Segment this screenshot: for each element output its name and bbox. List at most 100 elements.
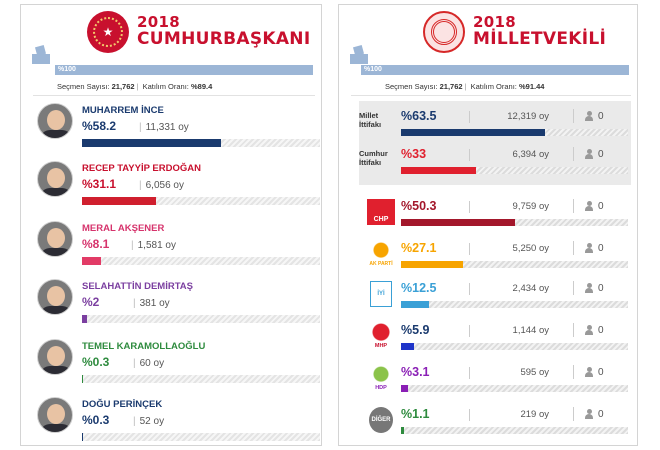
party-bar [401, 219, 516, 226]
separator [469, 243, 470, 255]
alliance-votes: 12,319 oy [507, 111, 549, 122]
total-bar-label: %100 [364, 66, 382, 73]
candidate-bar [82, 433, 83, 441]
party-bar-track [401, 219, 628, 226]
alliance-bar-track [401, 129, 628, 136]
seats-value: 0 [598, 148, 604, 160]
person-icon [584, 367, 594, 377]
divider [33, 95, 315, 96]
candidate-bar [82, 257, 102, 265]
separator: | [139, 122, 142, 133]
akparti-logo-icon: AK PARTİ [367, 241, 395, 267]
alliance-label: Cumhur İttifakı [359, 149, 388, 167]
person-icon [584, 243, 594, 253]
parliamentary-year: 2018 [473, 13, 516, 31]
seats-value: 0 [598, 242, 604, 254]
candidate-photo [37, 221, 73, 257]
candidate-name: SELAHATTİN DEMİRTAŞ [82, 281, 194, 292]
party-percent: %50.3 [401, 199, 437, 213]
alliance-row[interactable]: Cumhur İttifakı %33 6,394 oy 0 [339, 143, 629, 181]
person-icon [584, 111, 594, 121]
party-votes: 595 oy [520, 367, 549, 378]
candidate-percent: %8.1 [82, 237, 110, 251]
candidate-bar-track [82, 375, 320, 383]
alliance-row[interactable]: Millet İttifakı %63.5 12,319 oy 0 [339, 105, 629, 143]
ballot-box-icon [31, 44, 51, 64]
iyi-logo-icon: İYİ [370, 281, 392, 307]
candidate-votes-wrap: | 381 oy [133, 298, 170, 309]
total-bar: %100 [361, 65, 629, 75]
party-votes: 219 oy [520, 409, 549, 420]
party-logo-text: CHP [373, 216, 389, 223]
seats-count: 0 [573, 199, 604, 213]
turnout-label: Katılım Oranı: [470, 82, 517, 91]
party-bar [401, 385, 409, 392]
mhp-logo-icon: MHP [367, 323, 395, 349]
candidate-name: RECEP TAYYİP ERDOĞAN [82, 163, 201, 174]
party-logo-text: DİĞER [371, 417, 391, 423]
candidate-row[interactable]: MUHARREM İNCE %58.2 | 11,331 oy [37, 101, 321, 153]
party-bar [401, 427, 404, 434]
candidate-bar-track [82, 139, 320, 147]
party-row[interactable]: CHP %50.3 9,759 oy 0 [339, 195, 629, 233]
person-icon [584, 201, 594, 211]
party-row[interactable]: HDP %3.1 595 oy 0 [339, 361, 629, 399]
party-percent: %27.1 [401, 241, 437, 255]
candidate-row[interactable]: RECEP TAYYİP ERDOĞAN %31.1 | 6,056 oy [37, 159, 321, 211]
seats-value: 0 [598, 408, 604, 420]
candidate-bar [82, 139, 221, 147]
candidate-votes: 52 oy [139, 416, 165, 427]
total-bar: %100 [55, 65, 313, 75]
candidate-votes: 1,581 oy [137, 240, 176, 251]
alliance-bar [401, 129, 546, 136]
parliamentary-stats: Seçmen Sayısı: 21,762 | Katılım Oranı: %9… [385, 82, 545, 91]
candidate-votes-wrap: | 6,056 oy [139, 180, 184, 191]
candidate-photo [37, 279, 73, 315]
separator: | [131, 240, 134, 251]
candidate-votes: 60 oy [139, 358, 165, 369]
candidate-photo [37, 397, 73, 433]
candidate-bar [82, 315, 87, 323]
separator [469, 283, 470, 295]
candidate-row[interactable]: TEMEL KARAMOLLAOĞLU %0.3 | 60 oy [37, 337, 321, 389]
candidate-bar-track [82, 433, 320, 441]
candidate-photo [37, 161, 73, 197]
presidential-header: ★ 2018 CUMHURBAŞKANI [21, 11, 321, 57]
seats-count: 0 [573, 365, 604, 379]
seats-value: 0 [598, 366, 604, 378]
party-bar [401, 343, 415, 350]
candidate-name: TEMEL KARAMOLLAOĞLU [82, 341, 206, 352]
seats-count: 0 [573, 109, 604, 123]
party-row[interactable]: DİĞER %1.1 219 oy 0 [339, 403, 629, 441]
voters-value: 21,762 [111, 82, 135, 91]
total-bar-label: %100 [58, 66, 76, 73]
divider [351, 95, 631, 96]
parliamentary-panel: 2018 MİLLETVEKİLİ %100 Seçmen Sayısı: 21… [338, 4, 638, 446]
seats-count: 0 [573, 407, 604, 421]
separator [469, 409, 470, 421]
candidate-name: MERAL AKŞENER [82, 223, 165, 234]
diger-logo-icon: DİĞER [369, 407, 393, 433]
candidate-votes-wrap: | 60 oy [133, 358, 164, 369]
candidate-row[interactable]: DOĞU PERİNÇEK %0.3 | 52 oy [37, 395, 321, 445]
party-row[interactable]: İYİ %12.5 2,434 oy 0 [339, 277, 629, 315]
candidate-row[interactable]: MERAL AKŞENER %8.1 | 1,581 oy [37, 219, 321, 271]
person-icon [584, 409, 594, 419]
turnout-value: %89.4 [190, 82, 213, 91]
separator [469, 201, 470, 213]
alliance-label: Millet İttifakı [359, 111, 382, 129]
person-icon [584, 325, 594, 335]
party-bar-track [401, 427, 628, 434]
person-icon [584, 149, 594, 159]
chp-logo-icon: CHP [367, 199, 395, 225]
party-bar-track [401, 385, 628, 392]
party-logo-text: MHP [374, 343, 388, 349]
party-bar-track [401, 343, 628, 350]
alliance-bar [401, 167, 476, 174]
candidate-percent: %0.3 [82, 413, 110, 427]
candidate-percent: %2 [82, 295, 100, 309]
candidate-row[interactable]: SELAHATTİN DEMİRTAŞ %2 | 381 oy [37, 277, 321, 329]
presidential-stats: Seçmen Sayısı: 21,762 | Katılım Oranı: %8… [57, 82, 213, 91]
party-row[interactable]: AK PARTİ %27.1 5,250 oy 0 [339, 237, 629, 275]
party-row[interactable]: MHP %5.9 1,144 oy 0 [339, 319, 629, 357]
